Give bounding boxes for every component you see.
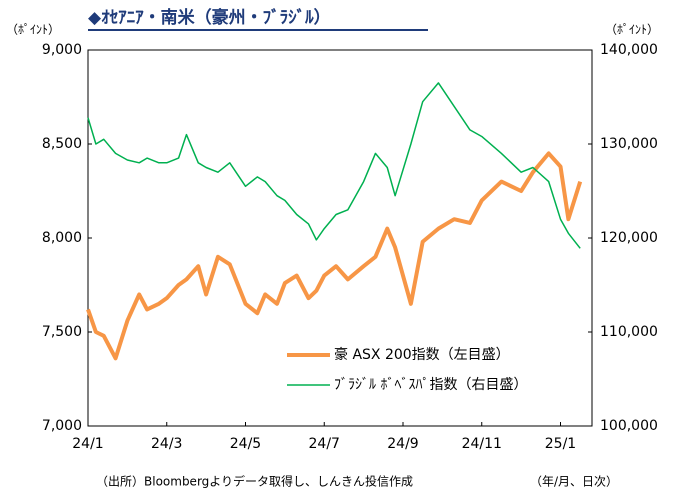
series-line — [86, 151, 583, 361]
y-tick-label: 7,500 — [42, 324, 82, 340]
y2-tick-label: 120,000 — [600, 230, 658, 246]
x-tick-label: 24/3 — [151, 436, 182, 452]
series-line — [87, 82, 581, 249]
y2-tick-label: 130,000 — [600, 136, 658, 152]
y-tick-label: 7,000 — [42, 418, 82, 434]
x-tick-label: 24/11 — [462, 436, 502, 452]
y2-axis-label: （ﾎﾟｲﾝﾄ） — [605, 23, 659, 37]
legend-label: ﾌﾞﾗｼﾞﾙ ﾎﾞﾍﾞｽﾊﾟ指数（右目盛） — [334, 377, 527, 393]
x-tick-label: 24/7 — [309, 436, 340, 452]
legend-label: 豪 ASX 200指数（左目盛） — [334, 347, 510, 363]
y2-tick-label: 140,000 — [600, 42, 658, 58]
x-axis-label: （年/月、日次） — [530, 475, 618, 489]
x-tick-label: 25/1 — [545, 436, 576, 452]
y-tick-label: 8,000 — [42, 230, 82, 246]
y-axis-label: （ﾎﾟｲﾝﾄ） — [6, 23, 60, 37]
y2-tick-label: 100,000 — [600, 418, 658, 434]
y2-tick-label: 110,000 — [600, 324, 658, 340]
y-tick-label: 8,500 — [42, 136, 82, 152]
source-note: （出所）Bloombergよりデータ取得し、しんきん投信作成 — [96, 474, 413, 489]
x-tick-label: 24/5 — [230, 436, 261, 452]
y-tick-label: 9,000 — [42, 42, 82, 58]
x-tick-label: 24/1 — [72, 436, 103, 452]
chart-title: ◆ｵｾｱﾆｱ・南米（豪州・ﾌﾞﾗｼﾞﾙ） — [88, 7, 331, 28]
plot-frame — [87, 49, 593, 427]
x-tick-label: 24/9 — [387, 436, 418, 452]
